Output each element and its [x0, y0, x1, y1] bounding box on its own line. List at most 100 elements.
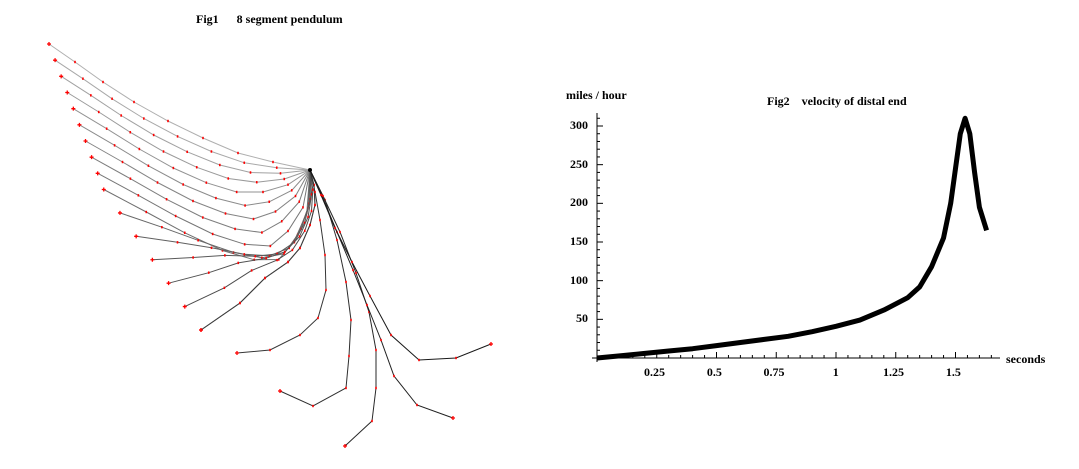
free-end-marker [71, 106, 76, 111]
joint-marker [176, 135, 179, 138]
joint-marker [269, 244, 272, 248]
joint-marker [235, 190, 238, 194]
free-end-marker [182, 304, 187, 309]
joint-marker [182, 183, 184, 186]
joint-marker [380, 338, 382, 342]
joint-marker [375, 348, 377, 352]
free-end-marker [150, 257, 155, 262]
joint-marker [276, 258, 278, 262]
joint-marker [299, 246, 301, 250]
free-end-marker [343, 444, 347, 448]
joint-marker [195, 166, 198, 169]
joint-marker [105, 127, 108, 130]
y-tick-label: 50 [576, 311, 588, 326]
y-tick-label: 150 [570, 234, 588, 248]
joint-marker [268, 254, 271, 258]
y-tick-label: 250 [570, 156, 588, 171]
joint-marker [369, 294, 371, 298]
joint-marker [345, 386, 347, 390]
free-end-marker [47, 42, 51, 46]
joint-marker [393, 374, 395, 378]
joint-marker [279, 172, 282, 175]
joint-marker [325, 288, 327, 292]
joint-marker [299, 333, 301, 337]
y-tick-label: 300 [570, 118, 588, 132]
joint-marker [211, 232, 214, 236]
joint-marker [207, 271, 210, 274]
joint-marker [322, 194, 324, 198]
free-end-marker [117, 210, 122, 215]
free-end-marker [95, 171, 100, 176]
x-tick-label: 1.5 [945, 365, 961, 379]
joint-marker [418, 358, 420, 362]
joint-marker [280, 220, 283, 223]
joint-marker [120, 114, 122, 117]
joint-marker [355, 271, 357, 275]
joint-marker [368, 310, 370, 314]
joint-marker [165, 198, 168, 201]
y-tick-label: 100 [570, 272, 588, 287]
joint-marker [312, 404, 314, 408]
joint-marker [320, 193, 322, 197]
joint-marker [274, 210, 277, 213]
joint-marker [129, 131, 132, 134]
joint-marker [366, 303, 368, 307]
joint-marker [350, 318, 352, 322]
joint-marker [336, 238, 338, 242]
joint-marker [133, 100, 135, 104]
joint-marker [307, 215, 309, 219]
joint-marker [162, 150, 165, 153]
joint-marker [82, 77, 84, 80]
joint-marker [283, 252, 285, 255]
joint-marker [192, 199, 194, 203]
joint-marker [310, 193, 313, 196]
joint-marker [303, 221, 306, 225]
joint-marker [317, 316, 319, 320]
joint-marker [298, 235, 301, 238]
joint-marker [221, 249, 224, 252]
joint-marker [262, 190, 264, 194]
joint-marker [250, 269, 253, 272]
joint-marker [249, 171, 252, 174]
free-end-marker [199, 328, 203, 332]
joint-marker [319, 218, 321, 222]
joint-marker [313, 183, 315, 187]
joint-marker [129, 177, 132, 180]
joint-marker [265, 256, 267, 260]
joint-marker [261, 256, 263, 259]
free-end-marker [53, 58, 58, 63]
joint-marker [275, 166, 278, 169]
joint-marker [272, 160, 274, 164]
joint-marker [210, 246, 213, 250]
joint-marker [416, 403, 418, 407]
joint-marker [172, 166, 175, 170]
joint-marker [90, 94, 92, 97]
free-end-marker [59, 74, 64, 79]
joint-marker [276, 252, 278, 256]
joint-marker [145, 210, 148, 214]
joint-marker [223, 286, 226, 290]
fig2-ylabel: miles / hour [566, 88, 627, 102]
free-end-marker [278, 389, 282, 393]
joint-marker [227, 177, 230, 180]
pivot-point [308, 168, 312, 172]
free-end-marker [451, 416, 455, 420]
joint-marker [174, 214, 177, 218]
joint-marker [283, 177, 286, 181]
joint-marker [224, 254, 226, 257]
joint-marker [243, 243, 246, 246]
joint-marker [143, 117, 145, 120]
joint-marker [219, 163, 221, 167]
joint-marker [74, 60, 76, 64]
joint-marker [455, 356, 457, 360]
x-tick-label: 0.25 [643, 365, 665, 379]
joint-marker [375, 386, 377, 390]
joint-marker [287, 260, 289, 264]
joint-marker [111, 97, 113, 100]
free-end-marker [65, 90, 70, 95]
joint-marker [167, 119, 169, 123]
joint-marker [113, 144, 116, 147]
joint-marker [161, 225, 163, 229]
joint-marker [291, 248, 294, 252]
joint-marker [202, 136, 204, 140]
